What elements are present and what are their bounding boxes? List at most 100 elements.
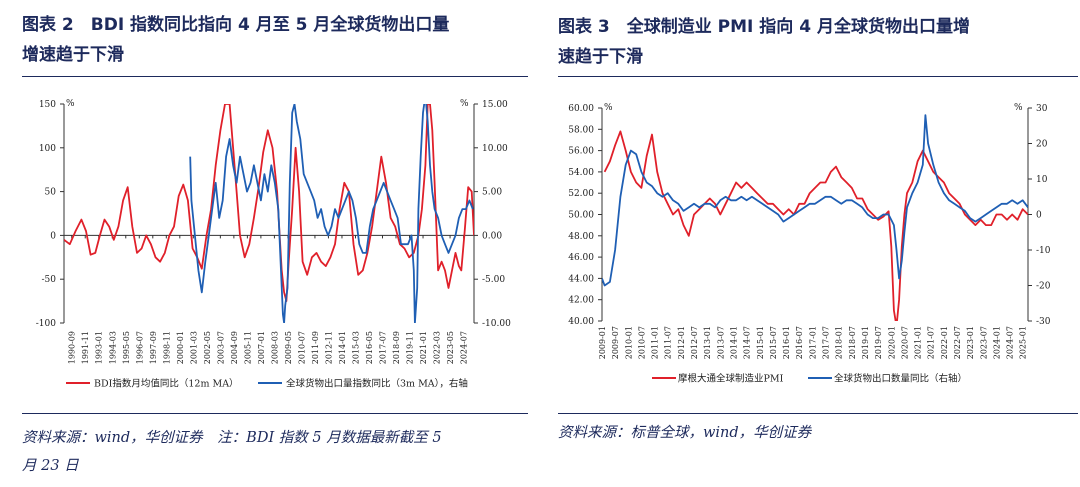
x-tick-label: 2022-01 [940, 326, 949, 359]
source-note: 资料来源：wind，华创证券 注：BDI 指数 5 月数据最新截至 5 月 23… [22, 424, 528, 480]
x-tick-label: 2018-09 [392, 331, 401, 364]
x-tick-label: 2003-07 [216, 331, 225, 364]
left-tick-label: 48.00 [568, 232, 594, 242]
series-line-1 [603, 130, 1028, 321]
x-tick-label: 2011-09 [311, 331, 320, 364]
x-tick-label: 1998-11 [162, 331, 171, 364]
series-group [64, 104, 474, 323]
x-tick-label: 2016-05 [365, 331, 374, 364]
x-tick-label: 2016-07 [795, 326, 804, 359]
source-rule [558, 413, 1078, 414]
left-tick-label: 54.00 [568, 168, 594, 178]
figure-title-line2: 增速趋于下滑 [22, 45, 124, 65]
x-tick-label: 2019-07 [874, 326, 883, 359]
x-tick-label: 2011-01 [651, 326, 660, 359]
left-tick-label: 52.00 [568, 189, 594, 199]
title-rule [22, 76, 528, 77]
x-tick-label: 2018-01 [835, 326, 844, 359]
x-tick-label: 2002-05 [203, 331, 212, 364]
right-tick-label: -5.00 [482, 275, 505, 285]
x-tick-label: 2017-07 [379, 331, 388, 364]
right-tick-label: 15.00 [482, 100, 508, 110]
x-tick-label: 2017-07 [822, 326, 831, 359]
x-tick-label: 2010-07 [297, 331, 306, 364]
x-tick-label: 1997-09 [149, 331, 158, 364]
legend-label-2: 全球货物出口量指数同比（3m MA），右轴 [286, 378, 468, 390]
pmi-chart: 40.00 42.00 44.00 46.00 48.00 50.00 52.00 54.00… [568, 103, 1051, 385]
right-tick-label: 10 [1036, 175, 1048, 185]
x-tick-label: 2010-01 [624, 326, 633, 359]
x-tick-label: 2022-03 [433, 331, 442, 364]
x-tick-label: 2009-01 [598, 326, 607, 359]
right-tick-label: -10.00 [482, 319, 511, 329]
legend-label-2: 全球货物出口数量同比（右轴） [834, 373, 967, 385]
figure-title-line1: 图表 3 全球制造业 PMI 指向 4 月全球货物出口量增 [558, 17, 970, 37]
x-tick-label: 1991-11 [81, 331, 90, 364]
x-tick-label: 2023-01 [966, 326, 975, 359]
source-note-line1: 资料来源：wind，华创证券 注：BDI 指数 5 月数据最新截至 5 [22, 430, 442, 446]
series-line-2 [189, 104, 474, 323]
left-tick-label: 0 [50, 231, 56, 241]
x-tick-label: 2017-01 [808, 326, 817, 359]
x-tick-label: 1996-07 [135, 331, 144, 364]
left-tick-label: 58.00 [568, 125, 594, 135]
x-tick-label: 2023-07 [979, 326, 988, 359]
right-tick-label: 20 [1036, 140, 1048, 150]
figure-title: 图表 2 BDI 指数同比指向 4 月至 5 月全球货物出口量 增速趋于下滑 [22, 10, 522, 70]
x-tick-label: 2005-11 [243, 331, 252, 364]
x-tick-label: 1994-03 [108, 331, 117, 364]
figure-title-line2: 速趋于下滑 [558, 47, 643, 67]
x-tick-label: 2009-05 [284, 331, 293, 364]
x-tick-label: 2019-11 [406, 331, 415, 364]
title-rule [558, 76, 1078, 77]
x-tick-label: 2004-09 [230, 331, 239, 364]
series-group [602, 114, 1028, 321]
x-tick-label: 2000-01 [176, 331, 185, 364]
left-tick-label: -50 [42, 275, 57, 285]
right-tick-label: -10 [1036, 246, 1051, 256]
bdi-chart: -100 -50 0 50 100 150 % -10.00 -5.00 0.00 5.00 10.0… [36, 99, 511, 390]
left-tick-label: 60.00 [568, 104, 594, 114]
right-tick-label: 0.00 [482, 231, 502, 241]
left-unit-label: % [604, 103, 613, 113]
left-tick-label: 50 [45, 188, 57, 198]
x-tick-label: 2014-01 [338, 331, 347, 364]
right-unit-label: % [1014, 103, 1023, 113]
x-tick-label: 1993-01 [95, 331, 104, 364]
x-tick-label: 2008-03 [270, 331, 279, 364]
figure-title: 图表 3 全球制造业 PMI 指向 4 月全球货物出口量增 速趋于下滑 [558, 12, 1058, 72]
left-tick-label: 42.00 [568, 296, 594, 306]
legend-label-1: BDI指数月均值同比（12m MA） [94, 378, 239, 390]
x-tick-label: 2025-01 [1019, 326, 1028, 359]
x-tick-label: 2024-01 [992, 326, 1001, 359]
left-tick-label: 50.00 [568, 211, 594, 221]
right-tick-label: 0 [1036, 211, 1042, 221]
right-tick-label: 10.00 [482, 144, 508, 154]
x-tick-label: 2023-05 [446, 331, 455, 364]
x-tick-label: 2018-07 [848, 326, 857, 359]
left-tick-label: 46.00 [568, 253, 594, 263]
source-rule [22, 413, 528, 414]
x-tick-label: 2015-01 [756, 326, 765, 359]
x-tick-label: 2024-07 [1006, 326, 1015, 359]
left-tick-label: 56.00 [568, 147, 594, 157]
left-tick-label: 100 [39, 144, 56, 154]
figure-title-line1: 图表 2 BDI 指数同比指向 4 月至 5 月全球货物出口量 [22, 15, 450, 35]
left-unit-label: % [66, 99, 75, 109]
right-tick-label: 30 [1036, 104, 1048, 114]
left-tick-label: 40.00 [568, 317, 594, 327]
x-tick-label: 2007-01 [257, 331, 266, 364]
x-tick-label: 2019-01 [861, 326, 870, 359]
left-tick-label: 44.00 [568, 274, 594, 284]
series-line-2 [602, 114, 1028, 287]
x-tick-label: 2014-01 [729, 326, 738, 359]
x-tick-label: 2001-03 [189, 331, 198, 364]
source-note-line2: 月 23 日 [22, 458, 79, 474]
x-tick-label: 2015-03 [351, 331, 360, 364]
x-tick-label: 2012-11 [324, 331, 333, 364]
x-tick-label: 2014-07 [743, 326, 752, 359]
x-tick-label: 2012-01 [677, 326, 686, 359]
source-note-line1: 资料来源：标普全球，wind，华创证券 [558, 425, 812, 441]
x-tick-label: 2013-01 [703, 326, 712, 359]
x-tick-label: 2015-07 [769, 326, 778, 359]
